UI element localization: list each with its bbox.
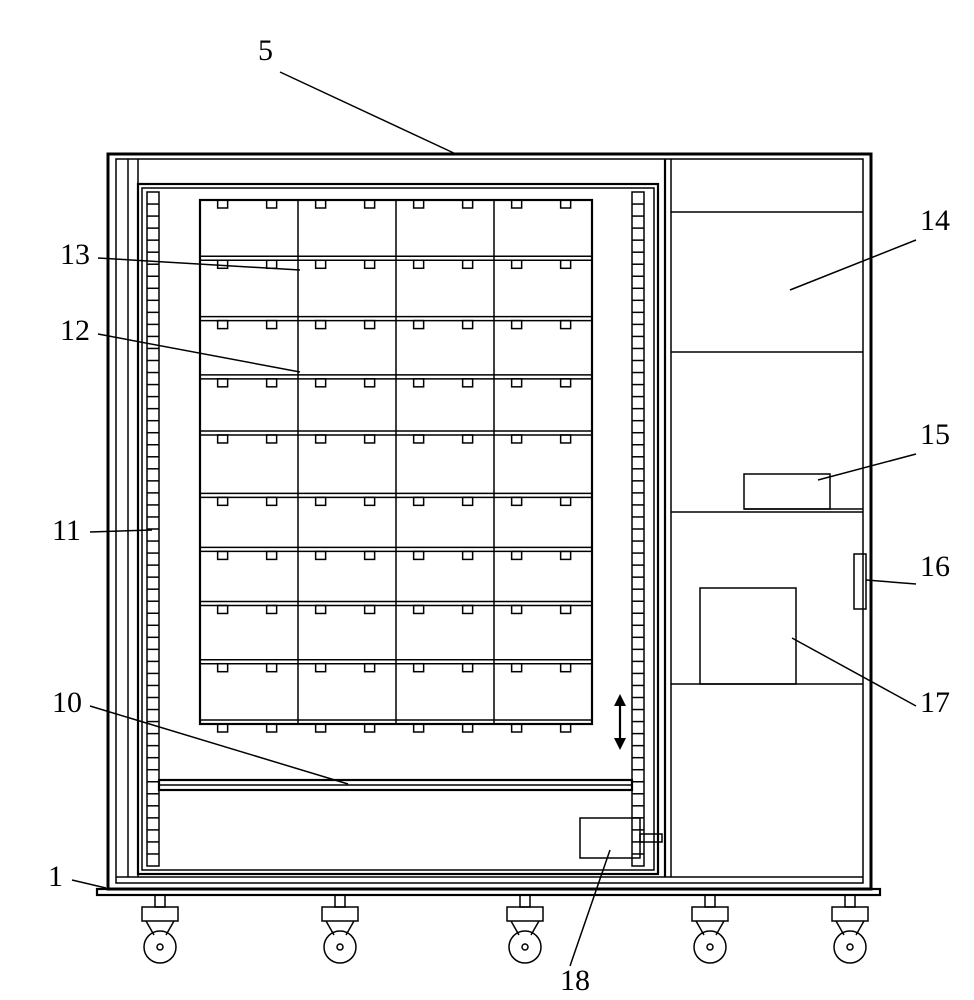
- control-panel: [671, 212, 866, 684]
- updown-arrow-icon: [614, 694, 626, 750]
- caster: [692, 895, 728, 963]
- caster: [142, 895, 178, 963]
- label-16: 16: [920, 550, 950, 583]
- label-18: 18: [560, 964, 590, 997]
- rail-left: [147, 192, 159, 866]
- caster: [322, 895, 358, 963]
- callout-labels: 5 13 12 11 10 1 14 15 16 17 18: [48, 34, 950, 997]
- label-1: 1: [48, 860, 63, 893]
- rail-right: [632, 192, 644, 866]
- label-13: 13: [60, 238, 90, 271]
- leader-line: [72, 880, 106, 888]
- caster: [507, 895, 543, 963]
- label-5: 5: [258, 34, 273, 67]
- shelf-unit: [200, 200, 592, 732]
- label-11: 11: [52, 514, 81, 547]
- conveyor-tray: [159, 780, 632, 790]
- leader-line: [280, 72, 458, 155]
- label-17: 17: [920, 686, 950, 719]
- label-12: 12: [60, 314, 90, 347]
- bottom-module: [580, 818, 662, 858]
- leader-line: [866, 580, 916, 584]
- caster: [832, 895, 868, 963]
- leader-line: [790, 240, 916, 290]
- label-15: 15: [920, 418, 950, 451]
- leader-line: [792, 638, 916, 706]
- label-14: 14: [920, 204, 950, 237]
- leader-line: [570, 850, 610, 966]
- label-10: 10: [52, 686, 82, 719]
- casters: [142, 895, 868, 963]
- leader-line: [818, 454, 916, 480]
